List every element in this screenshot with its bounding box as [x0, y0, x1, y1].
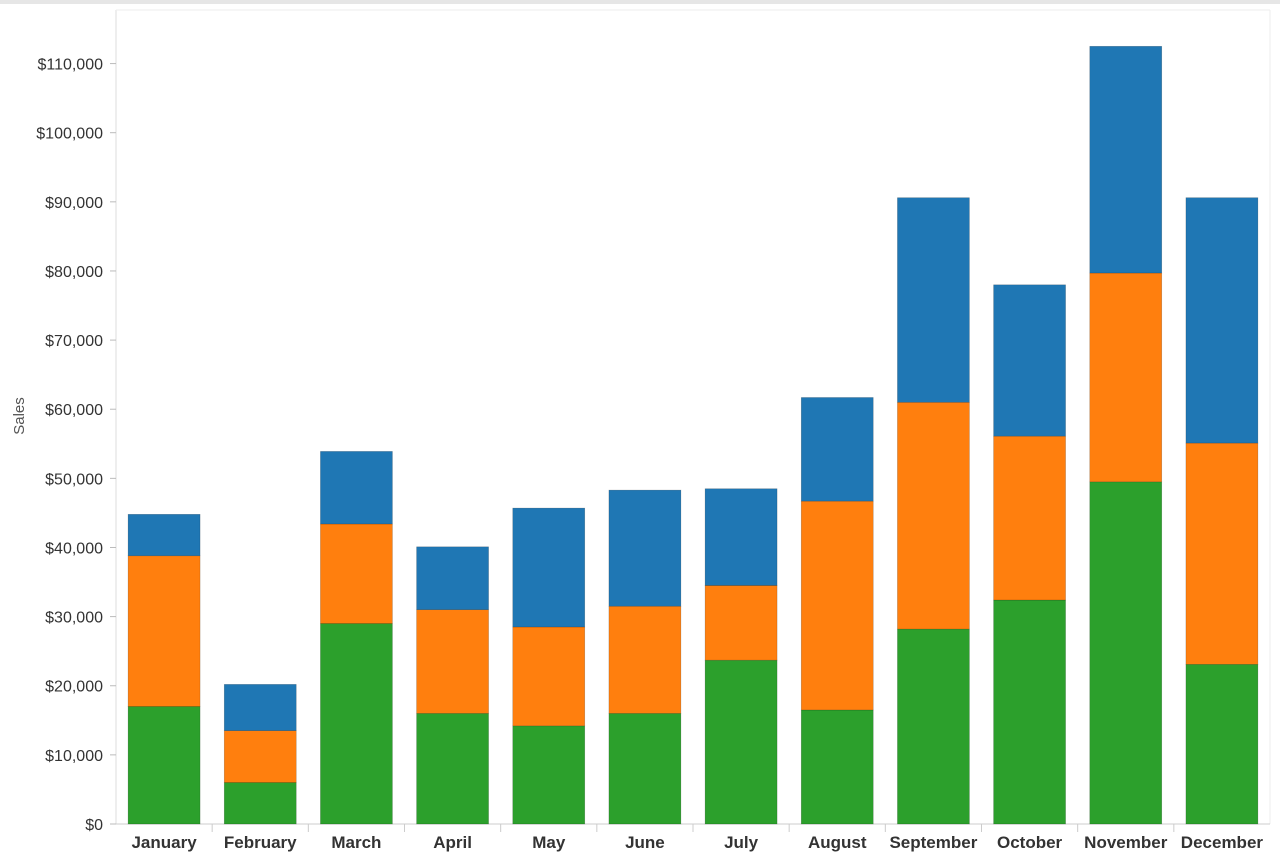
bar-segment-november-2[interactable]: [1089, 272, 1163, 483]
bar-segment-february-3[interactable]: [223, 684, 297, 731]
bar-segment-july-2[interactable]: [704, 585, 778, 661]
bars-layer: [127, 45, 1259, 825]
bar-segment-september-2[interactable]: [897, 402, 970, 630]
bar-segment-august-1[interactable]: [800, 709, 874, 825]
bar-segment-january-2[interactable]: [127, 555, 201, 707]
y-tick-label: $110,000: [37, 57, 103, 74]
y-axis: $0 $10,000 $20,000 $30,000 $40,000 $50,000 $60…: [36, 57, 116, 834]
y-axis-title: Sales: [11, 397, 28, 435]
bar-segment-august-3[interactable]: [800, 397, 874, 502]
x-tick-label-january: January: [131, 833, 197, 852]
y-tick-label: $10,000: [45, 748, 103, 765]
bar-segment-september-1[interactable]: [897, 628, 970, 825]
x-tick-label-april: April: [433, 833, 472, 852]
top-border: [0, 0, 1280, 4]
bar-segment-april-2[interactable]: [416, 609, 489, 714]
bar-segment-august-2[interactable]: [800, 500, 874, 711]
y-tick-label: $50,000: [45, 471, 103, 488]
bar-segment-december-1[interactable]: [1185, 664, 1259, 825]
bar-segment-december-3[interactable]: [1185, 197, 1259, 444]
x-tick-label-november: November: [1084, 833, 1168, 852]
bar-segment-july-1[interactable]: [704, 659, 778, 825]
x-tick-label-october: October: [997, 833, 1063, 852]
x-tick-label-august: August: [808, 833, 867, 852]
bar-segment-march-2[interactable]: [320, 523, 393, 624]
bar-segment-june-1[interactable]: [608, 713, 682, 825]
y-tick-label: $0: [85, 817, 103, 834]
bar-segment-june-2[interactable]: [608, 605, 682, 714]
x-axis: January February March April May June July Augu…: [131, 824, 1263, 852]
y-tick-label: $80,000: [45, 264, 103, 281]
bar-segment-may-3[interactable]: [512, 507, 586, 628]
bar-segment-november-3[interactable]: [1089, 45, 1163, 274]
bar-segment-march-3[interactable]: [320, 451, 393, 525]
bar-segment-july-3[interactable]: [704, 488, 778, 586]
bar-segment-november-1[interactable]: [1089, 481, 1163, 825]
y-tick-label: $60,000: [45, 402, 103, 419]
bar-segment-december-2[interactable]: [1185, 442, 1259, 665]
y-tick-label: $20,000: [45, 679, 103, 696]
x-tick-label-may: May: [532, 833, 566, 852]
x-tick-label-december: December: [1181, 833, 1264, 852]
x-tick-label-february: February: [224, 833, 297, 852]
y-tick-label: $100,000: [36, 126, 103, 143]
bar-segment-october-2[interactable]: [993, 435, 1066, 601]
y-tick-label: $40,000: [45, 540, 103, 557]
x-tick-label-march: March: [331, 833, 381, 852]
bar-segment-february-1[interactable]: [223, 782, 297, 825]
bar-segment-february-2[interactable]: [223, 730, 297, 783]
bar-segment-may-2[interactable]: [512, 626, 586, 727]
bar-segment-june-3[interactable]: [608, 489, 682, 607]
bar-segment-march-1[interactable]: [320, 623, 393, 825]
bar-segment-october-3[interactable]: [993, 284, 1066, 437]
bar-segment-october-1[interactable]: [993, 599, 1066, 825]
bar-segment-january-3[interactable]: [127, 513, 201, 557]
bar-segment-april-3[interactable]: [416, 546, 489, 610]
y-tick-label: $90,000: [45, 195, 103, 212]
x-tick-label-july: July: [724, 833, 759, 852]
bar-segment-april-1[interactable]: [416, 713, 489, 825]
bar-segment-may-1[interactable]: [512, 725, 586, 825]
y-tick-label: $30,000: [45, 610, 103, 627]
y-tick-label: $70,000: [45, 333, 103, 350]
bar-segment-january-1[interactable]: [127, 706, 201, 825]
x-tick-label-september: September: [889, 833, 977, 852]
bar-segment-september-3[interactable]: [897, 197, 970, 403]
x-tick-label-june: June: [625, 833, 665, 852]
